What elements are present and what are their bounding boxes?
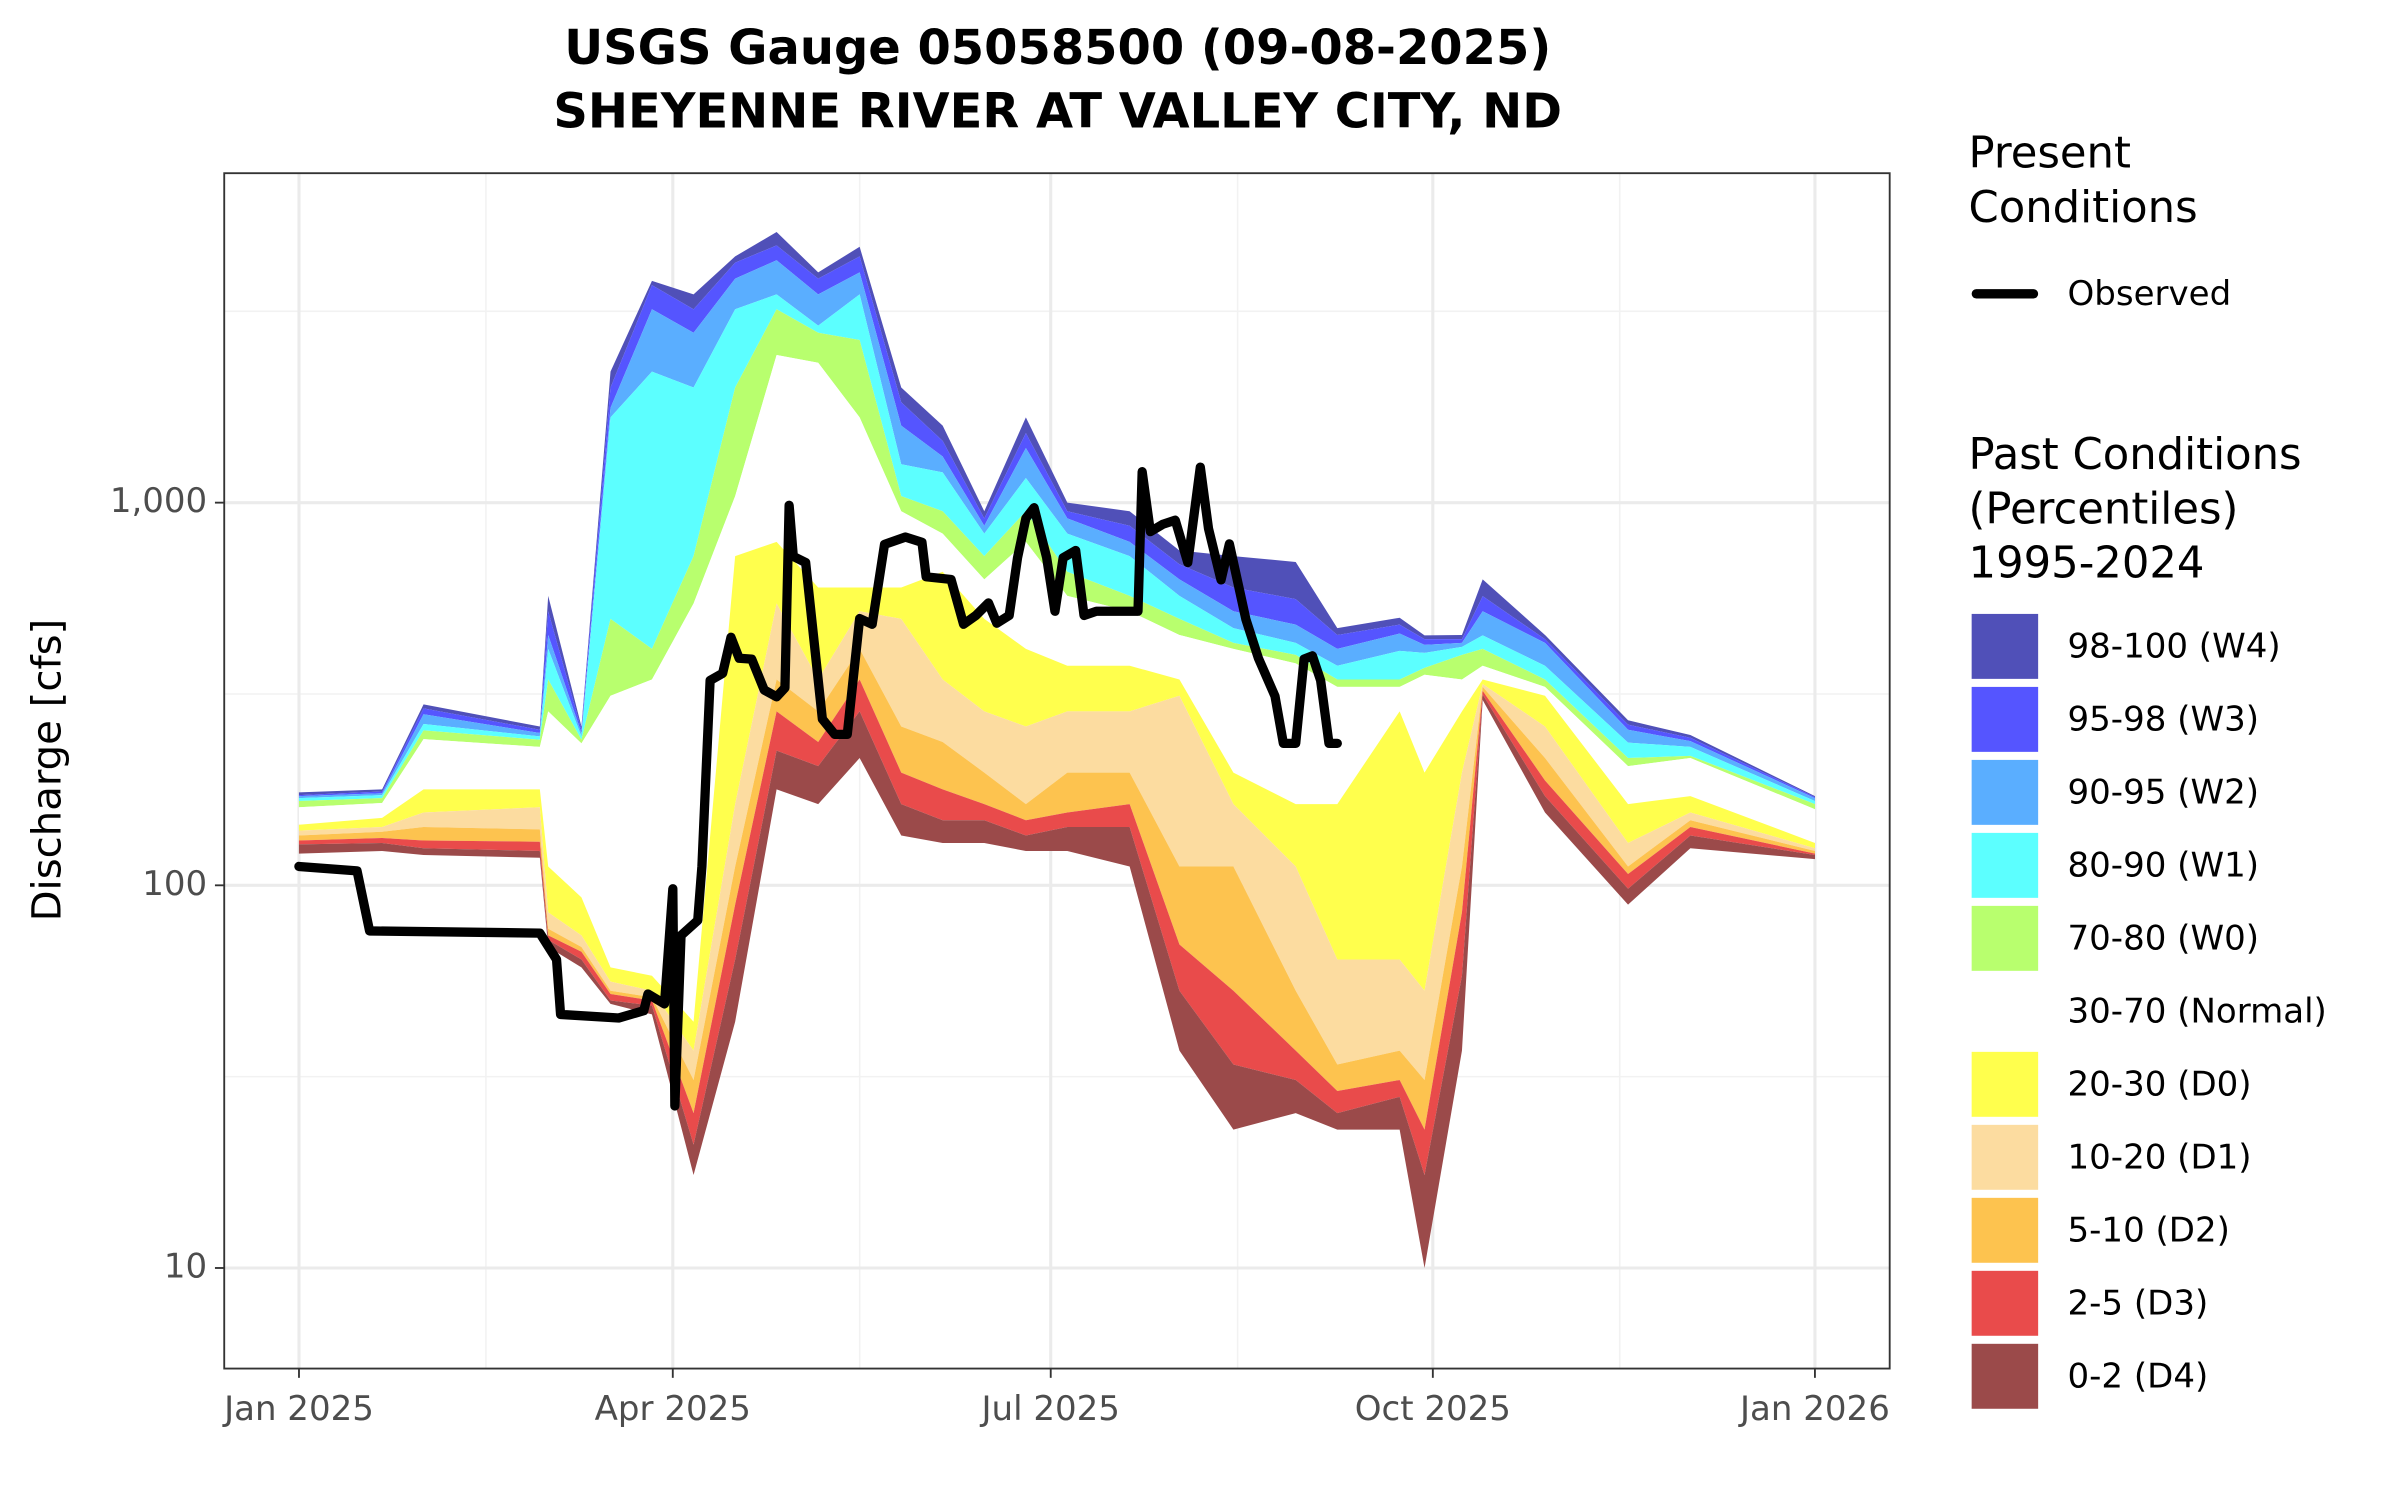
percentile-band: [298, 694, 1815, 1269]
percentile-band: [298, 294, 1815, 805]
y-tick-label: 1,000: [110, 481, 207, 521]
legend-title: Present: [1969, 129, 2131, 179]
legend-title: Past Conditions: [1969, 430, 2302, 480]
axes: 10 100 1,000 Jan 2025 Apr 2025 Jul 2025 Oct 20…: [110, 481, 1890, 1429]
percentile-band: [298, 603, 1815, 1080]
x-tick-label: Jan 2025: [222, 1389, 374, 1429]
legend-swatch: [1971, 1270, 2039, 1336]
legend-label: 5-10 (D2): [2068, 1210, 2230, 1250]
legend-swatch: [1971, 905, 2039, 971]
legend-title: (Percentiles): [1969, 484, 2239, 534]
x-tick-label: Jul 2025: [980, 1389, 1120, 1429]
percentile-band: [298, 309, 1815, 810]
legend-label: 0-2 (D4): [2068, 1356, 2209, 1396]
percentile-band: [298, 355, 1815, 1022]
x-tick-label: Apr 2025: [595, 1389, 751, 1429]
legend-label: 10-20 (D1): [2068, 1137, 2252, 1177]
y-axis-title: Discharge [cfs]: [24, 619, 70, 922]
legend-label: 90-95 (W2): [2068, 772, 2259, 812]
legend-swatch: [1971, 978, 2039, 1044]
legend-title: Conditions: [1969, 183, 2198, 233]
chart-subtitle: SHEYENNE RIVER AT VALLEY CITY, ND: [553, 84, 1562, 139]
legend-swatch: [1971, 759, 2039, 825]
legend-label: 2-5 (D3): [2068, 1283, 2209, 1323]
plot-border: [223, 172, 1891, 1370]
y-tick-label: 100: [142, 864, 207, 904]
x-tick-label: Jan 2026: [1738, 1389, 1890, 1429]
legend-label: 95-98 (W3): [2068, 699, 2259, 739]
legend-swatch: [1971, 1124, 2039, 1190]
legend-label: Observed: [2068, 274, 2232, 314]
legend-label: 70-80 (W0): [2068, 918, 2259, 958]
legend-label: 20-30 (D0): [2068, 1064, 2252, 1104]
legend-swatch: [1971, 832, 2039, 898]
legend-swatch: [1971, 1051, 2039, 1117]
chart-title: USGS Gauge 05058500 (09-08-2025): [564, 21, 1551, 76]
legend-swatch: [1971, 613, 2039, 679]
legend-label: 30-70 (Normal): [2068, 991, 2327, 1031]
legend-swatch: [1971, 686, 2039, 752]
legend-swatch: [1971, 1343, 2039, 1409]
y-tick-label: 10: [164, 1246, 207, 1286]
legend-title: 1995-2024: [1969, 538, 2205, 588]
observed-line: [294, 462, 1342, 1111]
x-tick-label: Oct 2025: [1355, 1389, 1511, 1429]
percentile-band: [298, 541, 1815, 1051]
legend-label: 98-100 (W4): [2068, 626, 2281, 666]
legend-swatch: [1971, 1197, 2039, 1263]
plot-area: [294, 231, 1815, 1269]
legend-label: 80-90 (W1): [2068, 845, 2259, 885]
